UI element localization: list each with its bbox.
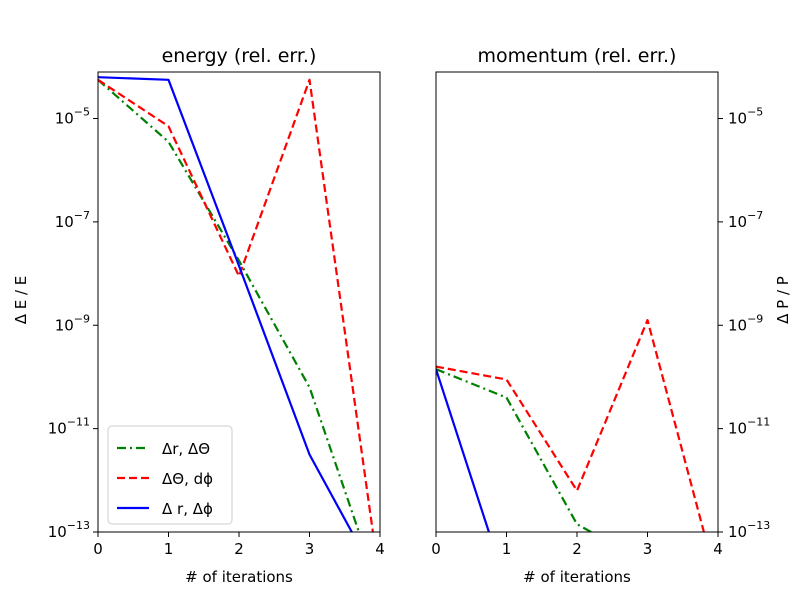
- momentum-y-tick-label: 10−9: [728, 312, 763, 334]
- momentum-series-group: [436, 319, 705, 532]
- energy-legend: Δr, ΔΘ ΔΘ, dϕ Δ r, Δϕ: [107, 425, 233, 525]
- momentum-y-tick-label: 10−7: [728, 209, 763, 231]
- energy-series-group: [98, 76, 374, 532]
- energy-x-tick-label: 3: [305, 540, 315, 558]
- momentum-panel: momentum (rel. err.) Δ P / P # of iterat…: [431, 45, 792, 586]
- momentum-ticks: 0 1 2 3 4 10−5 10−7 10−9 10−11 10−13: [431, 106, 770, 558]
- momentum-axes-frame: [435, 71, 719, 533]
- energy-title: energy (rel. err.): [162, 45, 317, 67]
- legend-label-dtheta-dphi: ΔΘ, dϕ: [162, 470, 213, 488]
- energy-x-label: # of iterations: [185, 568, 293, 586]
- momentum-x-label: # of iterations: [523, 568, 631, 586]
- momentum-x-tick-label: 1: [502, 540, 512, 558]
- energy-y-tick-label: 10−11: [48, 416, 90, 438]
- momentum-y-tick-label: 10−11: [728, 416, 770, 438]
- energy-x-tick-label: 2: [234, 540, 244, 558]
- momentum-x-tick-label: 0: [431, 540, 441, 558]
- momentum-series-line-1: [436, 319, 705, 532]
- energy-ticks: 0 1 2 3 4 10−5 10−7 10−9 10−11 10−13: [48, 106, 385, 558]
- momentum-title: momentum (rel. err.): [478, 45, 677, 67]
- energy-x-tick-label: 0: [93, 540, 103, 558]
- energy-x-tick-label: 1: [164, 540, 174, 558]
- momentum-x-tick-label: 4: [713, 540, 723, 558]
- momentum-y-tick-label: 10−5: [728, 106, 763, 128]
- legend-box: [107, 425, 233, 525]
- energy-y-tick-label: 10−7: [55, 209, 90, 231]
- energy-series-line-2: [98, 76, 353, 532]
- energy-panel: energy (rel. err.) Δ E / E # of iteratio…: [12, 45, 385, 586]
- legend-label-dr-dtheta: Δr, ΔΘ: [162, 440, 210, 458]
- energy-x-tick-label: 4: [375, 540, 385, 558]
- momentum-x-tick-label: 3: [643, 540, 653, 558]
- energy-y-label: Δ E / E: [12, 276, 30, 325]
- energy-series-line-0: [98, 78, 360, 532]
- energy-y-tick-label: 10−9: [55, 312, 90, 334]
- momentum-y-label: Δ P / P: [774, 276, 792, 324]
- momentum-series-line-0: [436, 368, 592, 532]
- legend-label-dr-dphi: Δ r, Δϕ: [162, 500, 213, 518]
- energy-y-tick-label: 10−5: [55, 106, 90, 128]
- momentum-y-tick-label: 10−13: [728, 519, 770, 541]
- momentum-series-line-2: [436, 368, 490, 532]
- energy-y-tick-label: 10−13: [48, 519, 90, 541]
- momentum-x-tick-label: 2: [572, 540, 582, 558]
